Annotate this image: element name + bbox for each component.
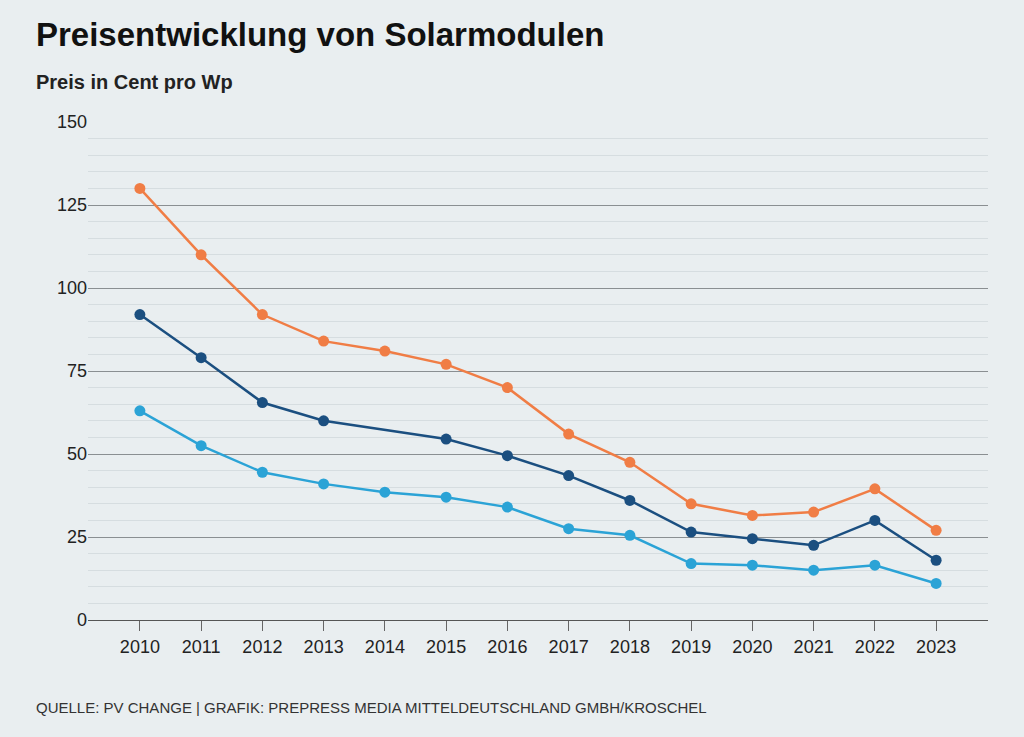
svg-text:2011: 2011 — [182, 637, 221, 657]
svg-text:2020: 2020 — [732, 637, 772, 657]
svg-text:75: 75 — [67, 361, 87, 381]
svg-text:2022: 2022 — [855, 637, 895, 657]
svg-text:2012: 2012 — [242, 637, 282, 657]
svg-text:125: 125 — [57, 195, 87, 215]
svg-text:25: 25 — [67, 527, 87, 547]
svg-text:50: 50 — [67, 444, 87, 464]
svg-text:Preis in Cent pro Wp: Preis in Cent pro Wp — [36, 71, 233, 93]
svg-text:2014: 2014 — [365, 637, 405, 657]
svg-text:0: 0 — [77, 610, 87, 630]
svg-text:QUELLE: PV CHANGE | GRAFIK: PR: QUELLE: PV CHANGE | GRAFIK: PREPRESS MED… — [36, 699, 707, 716]
svg-text:2017: 2017 — [549, 637, 589, 657]
svg-text:2019: 2019 — [671, 637, 711, 657]
svg-text:100: 100 — [57, 278, 87, 298]
svg-text:150: 150 — [57, 112, 87, 132]
svg-text:2016: 2016 — [487, 637, 527, 657]
svg-text:Preisentwicklung von Solarmodu: Preisentwicklung von Solarmodulen — [36, 16, 604, 53]
svg-text:2021: 2021 — [794, 637, 834, 657]
svg-text:2013: 2013 — [304, 637, 344, 657]
svg-text:2015: 2015 — [426, 637, 466, 657]
svg-text:2010: 2010 — [120, 637, 160, 657]
svg-text:2023: 2023 — [916, 637, 956, 657]
svg-text:2018: 2018 — [610, 637, 650, 657]
